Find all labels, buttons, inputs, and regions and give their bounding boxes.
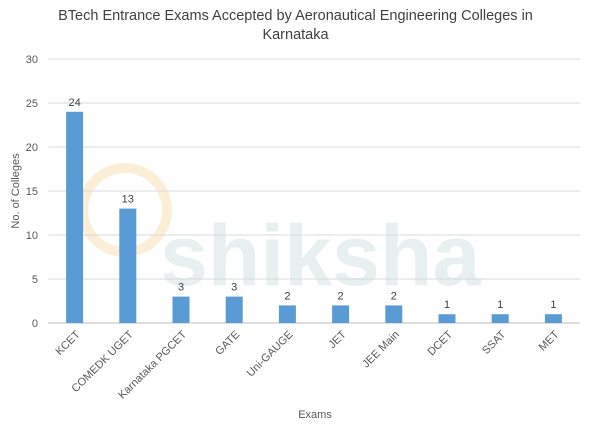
bar (491, 314, 509, 323)
bar (332, 305, 350, 323)
data-label: 1 (497, 299, 503, 311)
y-axis-ticks: 0 5 10 15 20 25 30 (26, 54, 38, 330)
y-tick-label: 30 (26, 54, 38, 66)
data-label: 1 (550, 299, 556, 311)
y-tick-label: 5 (32, 274, 38, 286)
data-label: 24 (68, 97, 80, 109)
data-label: 2 (284, 290, 290, 302)
x-tick-label: DCET (425, 328, 455, 358)
x-tick-label: MET (537, 328, 562, 353)
x-tick-label: JEE Main (360, 329, 402, 371)
gridlines (48, 58, 580, 324)
chart-title-line2: Karnataka (262, 27, 329, 43)
bar (66, 111, 84, 323)
bar (278, 305, 296, 323)
data-label: 13 (122, 194, 134, 206)
y-tick-label: 20 (26, 142, 38, 154)
y-tick-label: 0 (32, 318, 38, 330)
y-tick-label: 10 (26, 230, 38, 242)
watermark-logo: shiksha (78, 163, 481, 304)
watermark-text: shiksha (160, 208, 481, 304)
bar (119, 208, 137, 323)
bar (225, 296, 243, 323)
data-label: 3 (231, 282, 237, 294)
x-tick-label: GATE (213, 329, 242, 358)
data-label: 3 (178, 282, 184, 294)
data-label: 2 (338, 290, 344, 302)
x-tick-label: KCET (53, 328, 82, 357)
bar (172, 296, 190, 323)
data-label: 2 (391, 290, 397, 302)
x-axis-title: Exams (298, 409, 332, 421)
chart-title-line1: BTech Entrance Exams Accepted by Aeronau… (58, 8, 533, 24)
data-label: 1 (444, 299, 450, 311)
y-tick-label: 25 (26, 98, 38, 110)
y-axis-title: No. of Colleges (10, 153, 22, 229)
x-tick-label: Uni-GAUGE (245, 329, 296, 380)
x-tick-label: JET (326, 328, 349, 351)
bars (66, 111, 562, 323)
y-tick-label: 15 (26, 186, 38, 198)
bar (385, 305, 403, 323)
bar (544, 314, 562, 323)
x-tick-label: SSAT (480, 328, 508, 356)
bar (438, 314, 456, 323)
data-labels: 24 13 3 3 2 2 2 1 1 1 (68, 97, 556, 311)
